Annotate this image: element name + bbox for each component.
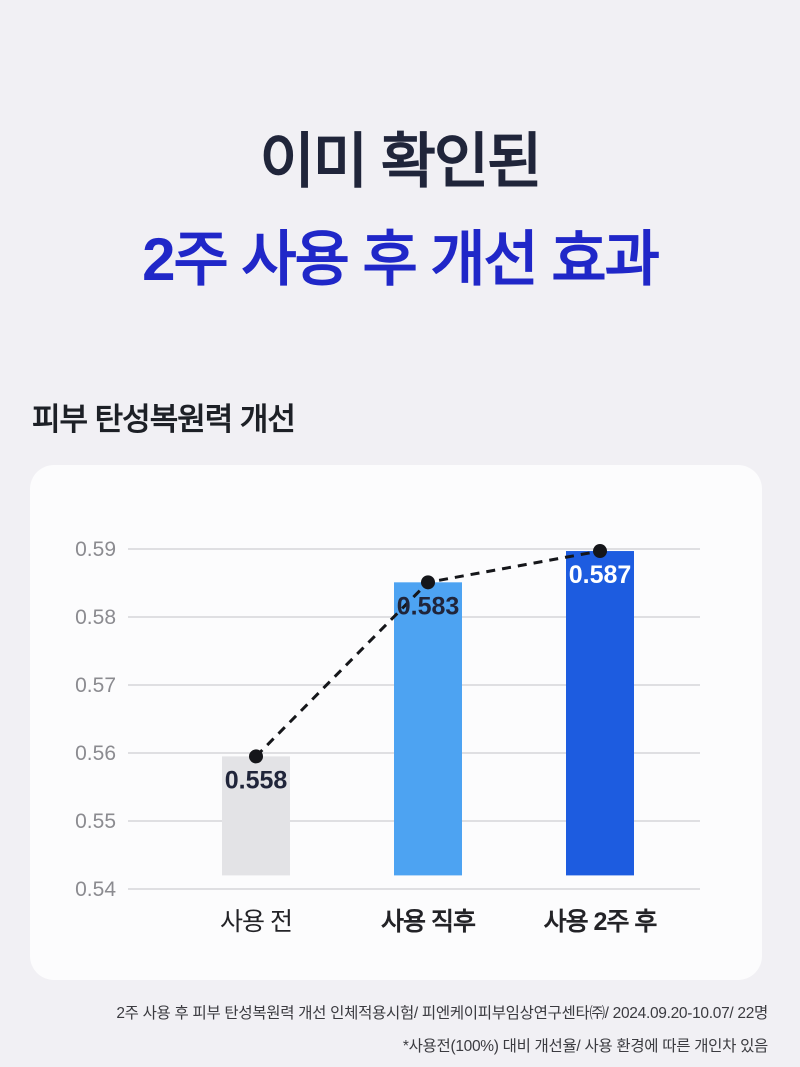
y-tick-label: 0.58 bbox=[75, 606, 116, 629]
value-label: 0.587 bbox=[569, 561, 632, 589]
y-tick-label: 0.54 bbox=[75, 878, 116, 901]
page-title-line1: 이미 확인된 bbox=[259, 128, 543, 195]
elasticity-bar-chart: 0.59 0.58 0.57 0.56 0.55 0.54 0.558 0.583 0.587 사… bbox=[75, 538, 700, 936]
footnote: 2주 사용 후 피부 탄성복원력 개선 인체적용시험/ 피엔케이피부임상연구센타… bbox=[28, 997, 768, 1063]
value-label: 0.558 bbox=[225, 766, 288, 794]
footnote-line2: *사용전(100%) 대비 개선율/ 사용 환경에 따른 개인차 있음 bbox=[402, 1038, 768, 1055]
bar-1 bbox=[222, 756, 290, 876]
y-tick-label: 0.59 bbox=[75, 538, 116, 561]
category-label: 사용 직후 bbox=[381, 908, 476, 936]
page-title-line2: 2주 사용 후 개선 효과 bbox=[142, 226, 660, 293]
trend-dot bbox=[249, 749, 263, 764]
category-label: 사용 전 bbox=[220, 908, 292, 936]
trend-dot bbox=[593, 544, 607, 559]
value-label: 0.583 bbox=[397, 592, 460, 620]
bar-3 bbox=[566, 551, 634, 876]
y-tick-label: 0.57 bbox=[75, 674, 116, 697]
category-label: 사용 2주 후 bbox=[544, 908, 658, 936]
y-tick-label: 0.55 bbox=[75, 810, 116, 833]
footnote-line1: 2주 사용 후 피부 탄성복원력 개선 인체적용시험/ 피엔케이피부임상연구센타… bbox=[116, 1005, 768, 1022]
section-title: 피부 탄성복원력 개선 bbox=[32, 402, 296, 437]
y-tick-label: 0.56 bbox=[75, 742, 116, 765]
chart-card: 0.59 0.58 0.57 0.56 0.55 0.54 0.558 0.583 0.587 사… bbox=[30, 465, 762, 980]
trend-dot bbox=[421, 575, 435, 590]
bar-2 bbox=[394, 582, 462, 876]
